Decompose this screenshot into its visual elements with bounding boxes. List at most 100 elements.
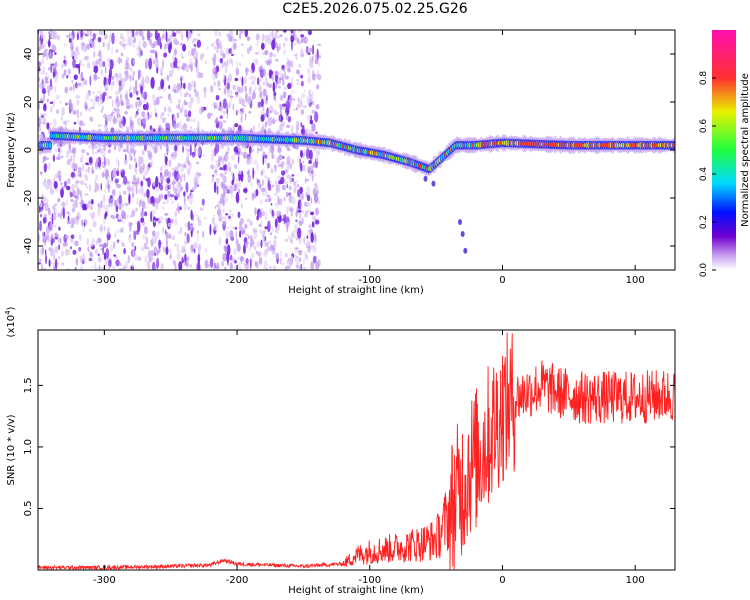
heatmap-speckle [119,170,124,173]
heatmap-speckle [300,37,305,44]
heatmap-speckle [234,123,239,128]
heatmap-speckle [193,88,197,93]
heatmap-speckle [164,43,169,49]
heatmap-speckle [132,230,135,239]
heatmap-speckle [221,176,224,180]
heatmap-speckle [271,209,274,217]
heatmap-speckle [277,183,280,189]
heatmap-speckle [284,75,289,80]
heatmap-speckle [140,156,143,162]
heatmap-speckle [59,237,62,245]
heatmap-speckle [140,78,143,88]
heatmap-speckle [292,32,296,36]
heatmap-speckle [306,194,311,202]
heatmap-speckle [229,186,234,195]
heatmap-speckle [230,47,233,55]
heatmap-speckle [158,247,161,253]
spectrogram-y-tick-label: 0 [23,147,34,153]
heatmap-speckle [161,206,165,210]
heatmap-speckle [165,30,168,43]
heatmap-speckle [141,35,145,41]
spectrogram-y-tick-label: 40 [23,48,34,61]
heatmap-speckle [260,98,264,108]
heatmap-speckle [276,210,281,218]
heatmap-speckle [123,42,126,50]
snr-y-tick-label: 1.5 [23,377,34,393]
heatmap-speckle [46,234,50,241]
heatmap-speckle [193,242,198,249]
heatmap-speckle [71,35,74,44]
heatmap-speckle [297,156,299,162]
heatmap-speckle [72,58,76,69]
heatmap-speckle [250,238,255,247]
chart-title: C2E5.2026.075.02.25.G26 [282,1,468,17]
heatmap-speckle [291,196,296,205]
heatmap-speckle [305,128,309,133]
heatmap-speckle [72,249,77,255]
heatmap-speckle [134,182,139,185]
heatmap-speckle [185,30,188,38]
colorbar-gradient [712,30,736,270]
heatmap-speckle [196,230,199,234]
heatmap-speckle [40,31,43,40]
heatmap-speckle [308,47,314,53]
heatmap-speckle [149,49,155,54]
heatmap-speckle [195,66,199,74]
heatmap-speckle [292,98,296,101]
snr-x-tick-label: -300 [93,575,116,586]
heatmap-speckle [305,38,309,42]
heatmap-speckle [219,167,224,171]
heatmap-speckle [312,216,317,222]
heatmap-speckle [72,83,75,92]
heatmap-speckle [84,104,89,110]
heatmap-speckle [284,37,287,41]
heatmap-speckle [186,117,190,122]
heatmap-speckle [241,107,245,112]
heatmap-speckle [61,74,65,79]
heatmap-speckle [287,115,292,123]
heatmap-speckle [58,244,61,250]
heatmap-speckle [207,112,211,119]
heatmap-speckle [276,232,280,235]
heatmap-speckle [247,169,250,178]
heatmap-speckle [38,133,43,139]
heatmap-speckle [210,85,214,93]
heatmap-speckle [162,164,167,168]
heatmap-speckle [137,188,141,194]
heatmap-speckle [117,214,123,221]
heatmap-speckle [290,207,294,213]
heatmap-speckle [290,30,294,34]
snr-panel: -300 -200 -100 0 100 0.5 1.0 1.5 Height of str… [4,306,676,596]
heatmap-speckle [232,42,237,50]
heatmap-speckle [52,212,57,221]
heatmap-speckle [197,246,201,255]
heatmap-speckle [257,77,260,86]
heatmap-speckle [265,99,268,105]
heatmap-speckle [142,151,145,156]
heatmap-speckle [174,264,177,270]
heatmap-speckle [264,157,267,165]
heatmap-speckle [248,68,253,74]
heatmap-speckle [70,42,74,52]
heatmap-speckle [222,253,227,262]
heatmap-speckle [92,146,95,156]
heatmap-speckle [132,249,135,257]
heatmap-speckle [150,195,155,206]
heatmap-speckle [91,106,95,109]
spectrogram-y-tick-label: 20 [23,96,34,109]
heatmap-speckle [262,68,266,77]
heatmap-speckle [309,57,312,67]
heatmap-speckle [184,222,189,228]
heatmap-speckle [121,243,126,248]
heatmap-speckle [103,84,109,89]
heatmap-speckle [311,221,314,228]
heatmap-speckle [38,82,43,90]
heatmap-speckle [133,151,136,158]
heatmap-speckle [94,248,98,255]
heatmap-speckle [270,203,273,206]
heatmap-speckle [279,107,282,117]
heatmap-speckle [42,113,47,116]
heatmap-speckle [48,84,53,91]
heatmap-speckle [301,164,306,172]
heatmap-speckle [176,253,181,260]
